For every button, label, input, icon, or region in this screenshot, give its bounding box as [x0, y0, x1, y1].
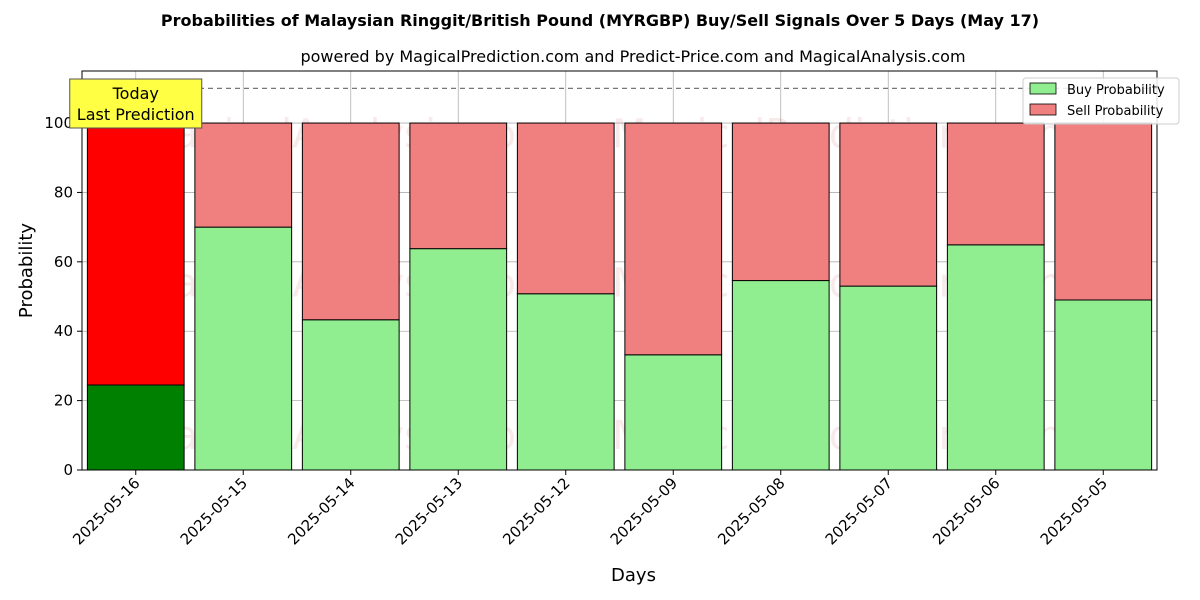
annotation-line-1: Today	[112, 84, 159, 103]
x-axis-label: Days	[611, 565, 656, 586]
bar-buy-2025-05-06	[946, 244, 1045, 471]
bar-sell-2025-05-08	[731, 122, 830, 282]
chart-subtitle: powered by MagicalPrediction.com and Pre…	[300, 47, 965, 66]
bar-buy-2025-05-14	[301, 319, 400, 471]
y-tick-label: 0	[63, 461, 73, 479]
bar-sell-2025-05-06	[946, 122, 1045, 246]
chart-title: Probabilities of Malaysian Ringgit/Briti…	[161, 11, 1039, 30]
bars	[86, 122, 1153, 471]
bar-buy-2025-05-08	[731, 280, 830, 471]
bar-sell-2025-05-07	[839, 122, 938, 287]
bar-sell-2025-05-12	[516, 122, 615, 295]
bar-sell-2025-05-16	[86, 122, 185, 386]
bar-buy-2025-05-16	[86, 384, 185, 471]
legend: Buy Probability Sell Probability	[1022, 77, 1180, 125]
y-tick-label: 40	[54, 322, 73, 340]
y-tick-label: 80	[54, 183, 73, 201]
y-tick-label: 20	[54, 392, 73, 410]
bar-buy-2025-05-07	[839, 285, 938, 471]
bar-sell-2025-05-13	[409, 122, 508, 250]
legend-box	[1022, 77, 1180, 125]
annotation-box	[69, 78, 203, 129]
bar-sell-2025-05-14	[301, 122, 400, 321]
y-tick-label: 60	[54, 253, 73, 271]
bar-buy-2025-05-05	[1054, 299, 1153, 471]
y-axis-label: Probability	[16, 223, 37, 318]
bar-buy-2025-05-13	[409, 248, 508, 471]
bar-sell-2025-05-05	[1054, 122, 1153, 301]
bar-buy-2025-05-15	[194, 226, 293, 471]
legend-swatch-buy	[1029, 82, 1057, 95]
annotation-line-2: Last Prediction	[77, 105, 195, 124]
plot-frame	[81, 70, 1158, 471]
today-annotation: Today Last Prediction	[69, 78, 203, 129]
legend-swatch-sell	[1029, 103, 1057, 116]
bar-buy-2025-05-09	[624, 354, 723, 471]
y-tick-label: 100	[44, 114, 73, 132]
bar-sell-2025-05-09	[624, 122, 723, 356]
bar-sell-2025-05-15	[194, 122, 293, 228]
legend-label-sell: Sell Probability	[1067, 104, 1164, 119]
bar-buy-2025-05-12	[516, 293, 615, 471]
legend-label-buy: Buy Probability	[1067, 83, 1165, 98]
